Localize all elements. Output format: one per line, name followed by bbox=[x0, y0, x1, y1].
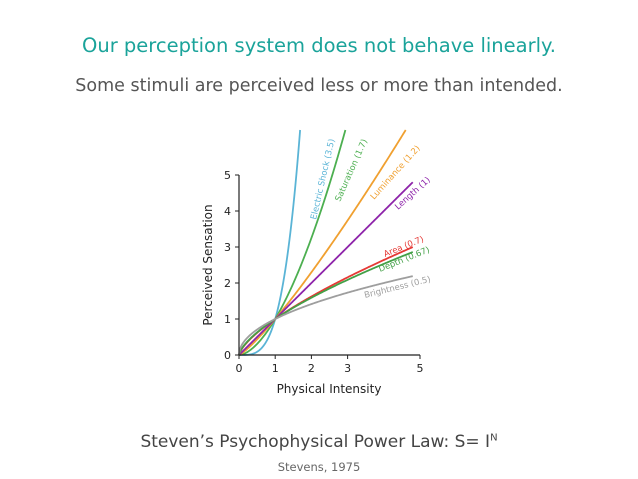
series-line bbox=[238, 181, 414, 356]
y-axis-title: Perceived Sensation bbox=[201, 204, 215, 325]
y-tick-label: 4 bbox=[224, 205, 231, 218]
axis-ticks: 0 1 2 3 5 0 1 2 3 4 5 bbox=[224, 169, 424, 375]
caption-exponent: N bbox=[490, 432, 498, 444]
slide-subtitle: Some stimuli are perceived less or more … bbox=[75, 76, 563, 96]
y-tick-label: 0 bbox=[224, 349, 231, 362]
citation: Stevens, 1975 bbox=[277, 460, 361, 474]
plot-area: Electric Shock (3.5)Saturation (1.7)Lumi… bbox=[238, 129, 433, 356]
series-label: Electric Shock (3.5) bbox=[309, 138, 337, 221]
series-line bbox=[238, 129, 347, 356]
power-law-chart: Electric Shock (3.5)Saturation (1.7)Lumi… bbox=[201, 129, 433, 396]
x-tick-label: 0 bbox=[236, 362, 243, 375]
series-line bbox=[238, 129, 407, 356]
series-line bbox=[238, 275, 413, 356]
x-tick-label: 2 bbox=[308, 362, 315, 375]
x-tick-label: 3 bbox=[344, 362, 351, 375]
slide-title: Our perception system does not behave li… bbox=[82, 34, 556, 57]
series-line bbox=[238, 251, 414, 356]
x-tick-label: 1 bbox=[272, 362, 279, 375]
y-tick-label: 1 bbox=[224, 313, 231, 326]
caption-text: Steven’s Psychophysical Power Law: S= I bbox=[140, 432, 491, 452]
power-law-caption: Steven’s Psychophysical Power Law: S= IN bbox=[0, 432, 638, 452]
series-label: Brightness (0.5) bbox=[363, 275, 432, 301]
series-label: Length (1) bbox=[393, 175, 432, 212]
y-tick-label: 5 bbox=[224, 169, 231, 182]
y-tick-label: 2 bbox=[224, 277, 231, 290]
y-tick-label: 3 bbox=[224, 241, 231, 254]
x-axis-title: Physical Intensity bbox=[277, 382, 382, 396]
x-tick-label: 5 bbox=[417, 362, 424, 375]
